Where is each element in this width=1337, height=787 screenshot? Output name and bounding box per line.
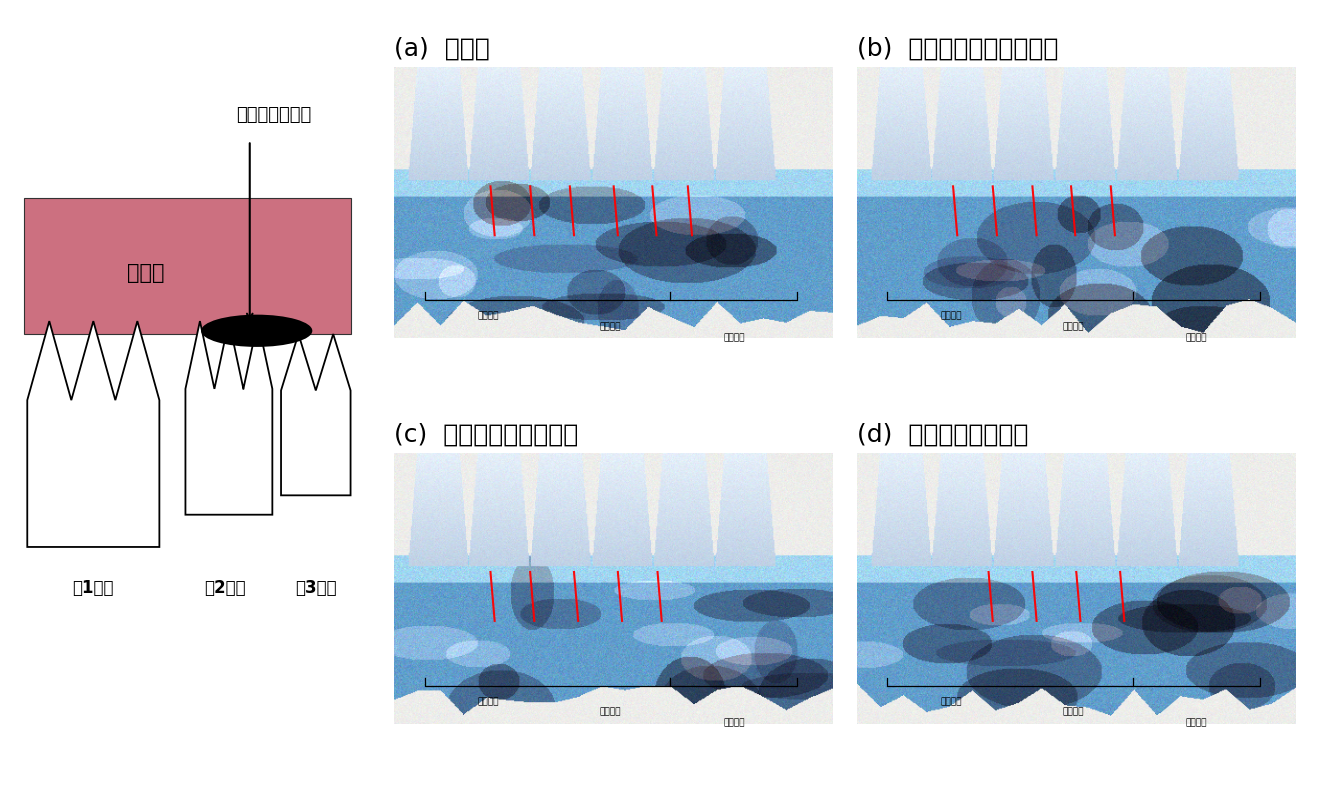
Text: 第１臼歯: 第１臼歯 [940,311,961,320]
Text: 第２臼歯: 第２臼歯 [600,708,622,717]
Text: 第１臼歯: 第１臼歯 [940,697,961,706]
Text: 第3臼歯: 第3臼歯 [295,579,337,597]
Text: (a)  無処置: (a) 無処置 [394,37,491,61]
Text: 巻き付けた絹糸: 巻き付けた絹糸 [237,105,312,124]
Polygon shape [281,334,350,495]
Text: (d)  歯周病＋胃内給与: (d) 歯周病＋胃内給与 [857,423,1028,446]
Text: 第３臼歯: 第３臼歯 [723,333,745,342]
Ellipse shape [201,315,313,347]
Text: 第2臼歯: 第2臼歯 [205,579,246,597]
Text: (b)  歯周病＋プラセボ塗布: (b) 歯周病＋プラセボ塗布 [857,37,1059,61]
Text: 第３臼歯: 第３臼歯 [1186,333,1207,342]
Polygon shape [27,321,159,547]
Polygon shape [24,198,350,334]
Text: 歯ぐき: 歯ぐき [127,263,164,283]
Text: (c)  歯周病＋口腔内塗布: (c) 歯周病＋口腔内塗布 [394,423,579,446]
Polygon shape [186,321,273,515]
Text: 第３臼歯: 第３臼歯 [723,719,745,728]
Text: 第３臼歯: 第３臼歯 [1186,719,1207,728]
Text: 第２臼歯: 第２臼歯 [1063,322,1084,331]
Text: 第２臼歯: 第２臼歯 [600,322,622,331]
Text: 第1臼歯: 第1臼歯 [72,579,114,597]
Text: 第１臼歯: 第１臼歯 [477,311,499,320]
Text: 第１臼歯: 第１臼歯 [477,697,499,706]
Text: 第２臼歯: 第２臼歯 [1063,708,1084,717]
